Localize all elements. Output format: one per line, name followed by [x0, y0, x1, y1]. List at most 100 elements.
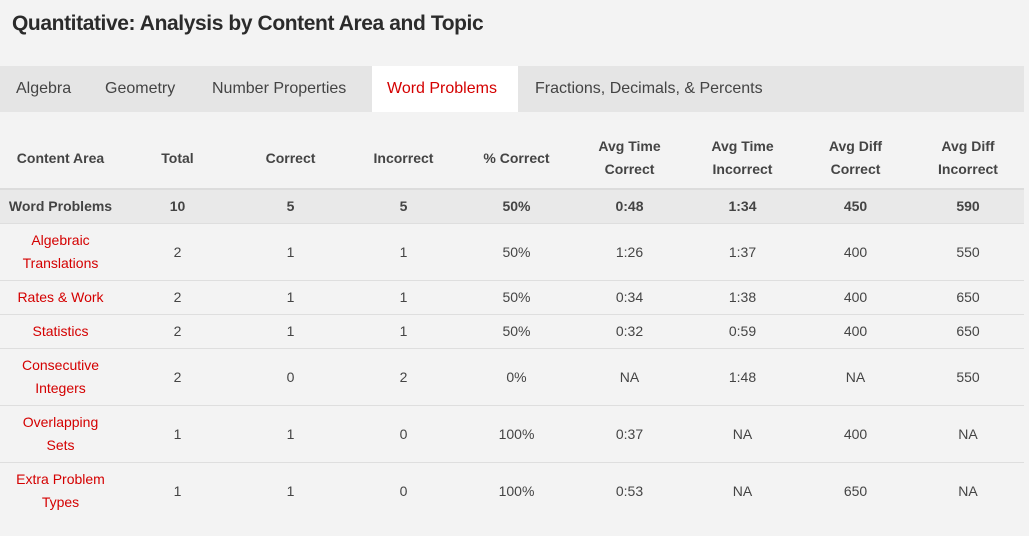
- header-correct-label: Correct: [265, 149, 316, 166]
- summary-total: 10: [121, 189, 234, 224]
- cell-pct-correct: 50%: [460, 280, 573, 315]
- header-avg-diff-correct: Avg Diff Correct: [799, 128, 912, 190]
- header-total: Total: [121, 128, 234, 190]
- header-avg-diff-correct-line2: Correct: [830, 161, 881, 177]
- cell-avg-diff-incorrect: 650: [912, 280, 1024, 315]
- header-avg-time-incorrect-line1: Avg Time: [711, 138, 774, 154]
- table-row: Consecutive Integers 2 0 2 0% NA 1:48 NA …: [0, 348, 1024, 406]
- cell-avg-diff-incorrect: NA: [912, 405, 1024, 463]
- cell-avg-diff-correct: 650: [843, 482, 868, 499]
- cell-avg-time-correct: 0:34: [573, 280, 686, 315]
- cell-avg-time-correct: NA: [573, 348, 686, 406]
- topic-label-line1: Algebraic: [31, 232, 90, 248]
- cell-avg-time-incorrect: 1:38: [686, 280, 799, 315]
- cell-pct-correct: 100%: [498, 482, 535, 499]
- table-row: Algebraic Translations 2 1 1 50% 1:26 1:3…: [0, 223, 1024, 281]
- header-incorrect-label: Incorrect: [373, 149, 434, 166]
- topic-link-consecutive-integers[interactable]: Consecutive Integers: [0, 348, 121, 406]
- header-avg-diff-incorrect-line1: Avg Diff: [941, 138, 995, 154]
- cell-correct: 0: [234, 348, 347, 406]
- topic-label-line1: Consecutive: [21, 357, 100, 373]
- topic-label-line2: Types: [41, 494, 80, 510]
- tab-algebra[interactable]: Algebra: [16, 80, 72, 97]
- topic-label-line2: Translations: [22, 255, 99, 271]
- cell-avg-diff-incorrect: 550: [912, 223, 1024, 281]
- summary-incorrect: 5: [347, 189, 460, 224]
- topic-link-overlapping-sets[interactable]: Overlapping Sets: [0, 405, 121, 463]
- cell-avg-diff-correct: 400: [799, 314, 912, 349]
- cell-incorrect: 1: [347, 280, 460, 315]
- tab-fractions-decimals-percents[interactable]: Fractions, Decimals, & Percents: [535, 80, 763, 97]
- page-title: Quantitative: Analysis by Content Area a…: [12, 12, 484, 35]
- content-area-tabs: Algebra Geometry Number Properties Word …: [0, 66, 1024, 112]
- summary-pct-correct: 50%: [460, 189, 573, 224]
- cell-incorrect: 1: [347, 223, 460, 281]
- header-avg-time-correct-line2: Correct: [604, 161, 655, 177]
- header-avg-time-incorrect-line2: Incorrect: [712, 161, 773, 177]
- topic-label-line2: Integers: [35, 380, 86, 396]
- cell-avg-time-incorrect: 0:59: [686, 314, 799, 349]
- table-row: Statistics 2 1 1 50% 0:32 0:59 400 650: [0, 314, 1024, 349]
- cell-correct: 1: [234, 405, 347, 463]
- table-row: Rates & Work 2 1 1 50% 0:34 1:38 400 650: [0, 280, 1024, 315]
- cell-incorrect: 0: [399, 482, 408, 499]
- cell-avg-diff-correct: 400: [799, 223, 912, 281]
- header-pct-correct-label: % Correct: [483, 149, 550, 166]
- summary-correct: 5: [234, 189, 347, 224]
- header-total-label: Total: [161, 149, 194, 166]
- cell-pct-correct: 100%: [460, 405, 573, 463]
- cell-pct-correct: 0%: [460, 348, 573, 406]
- topic-label-line1: Overlapping: [22, 414, 99, 430]
- header-content-area: Content Area: [0, 128, 121, 190]
- topic-link-extra-problem-types[interactable]: Extra Problem Types: [0, 463, 121, 520]
- cell-total: 2: [121, 314, 234, 349]
- tab-number-properties[interactable]: Number Properties: [212, 80, 347, 97]
- cell-pct-correct: 50%: [460, 314, 573, 349]
- analysis-table: Content Area Total Correct Incorrect % C…: [0, 128, 1024, 519]
- cell-total: 1: [121, 405, 234, 463]
- cell-total: 2: [121, 223, 234, 281]
- cell-avg-time-correct: 0:53: [615, 482, 644, 499]
- cell-avg-time-incorrect: 1:48: [686, 348, 799, 406]
- cell-avg-diff-correct: NA: [799, 348, 912, 406]
- header-avg-time-correct-line1: Avg Time: [598, 138, 661, 154]
- header-incorrect: Incorrect: [347, 128, 460, 190]
- cell-avg-diff-correct: 400: [799, 280, 912, 315]
- topic-label-line2: Sets: [46, 437, 75, 453]
- header-avg-diff-incorrect: Avg Diff Incorrect: [912, 128, 1024, 190]
- summary-avg-diff-incorrect: 590: [912, 189, 1024, 224]
- cell-total: 1: [173, 482, 182, 499]
- cell-incorrect: 1: [347, 314, 460, 349]
- cell-pct-correct: 50%: [460, 223, 573, 281]
- header-content-area-label: Content Area: [16, 149, 105, 166]
- topic-label: Statistics: [32, 323, 89, 339]
- table-row: Overlapping Sets 1 1 0 100% 0:37 NA 400 N…: [0, 405, 1024, 463]
- summary-content-area: Word Problems: [0, 189, 121, 224]
- header-pct-correct: % Correct: [460, 128, 573, 190]
- topic-label: Rates & Work: [17, 289, 104, 305]
- cell-total: 2: [121, 280, 234, 315]
- summary-row: Word Problems 10 5 5 50% 0:48 1:34 450 5…: [0, 189, 1024, 224]
- tab-geometry[interactable]: Geometry: [105, 80, 176, 97]
- topic-link-rates-work[interactable]: Rates & Work: [0, 280, 121, 315]
- summary-avg-time-incorrect: 1:34: [686, 189, 799, 224]
- topic-link-statistics[interactable]: Statistics: [0, 314, 121, 349]
- cell-avg-diff-incorrect: 550: [912, 348, 1024, 406]
- header-avg-diff-correct-line1: Avg Diff: [828, 138, 883, 154]
- topic-label-line1: Extra Problem: [16, 471, 105, 487]
- cell-avg-diff-incorrect: 650: [912, 314, 1024, 349]
- header-avg-time-incorrect: Avg Time Incorrect: [686, 128, 799, 190]
- cell-incorrect: 0: [347, 405, 460, 463]
- cell-correct: 1: [234, 223, 347, 281]
- tab-word-problems[interactable]: Word Problems: [372, 66, 518, 112]
- topic-link-algebraic-translations[interactable]: Algebraic Translations: [0, 223, 121, 281]
- table-row: Extra Problem Types 1 1 0 100% 0:53 NA 65…: [0, 463, 1024, 520]
- cell-correct: 1: [234, 280, 347, 315]
- cell-avg-time-correct: 0:37: [573, 405, 686, 463]
- cell-correct: 1: [234, 314, 347, 349]
- cell-incorrect: 2: [347, 348, 460, 406]
- summary-avg-diff-correct: 450: [799, 189, 912, 224]
- table-header-row: Content Area Total Correct Incorrect % C…: [0, 128, 1024, 190]
- header-avg-time-correct: Avg Time Correct: [573, 128, 686, 190]
- cell-avg-time-incorrect: NA: [686, 405, 799, 463]
